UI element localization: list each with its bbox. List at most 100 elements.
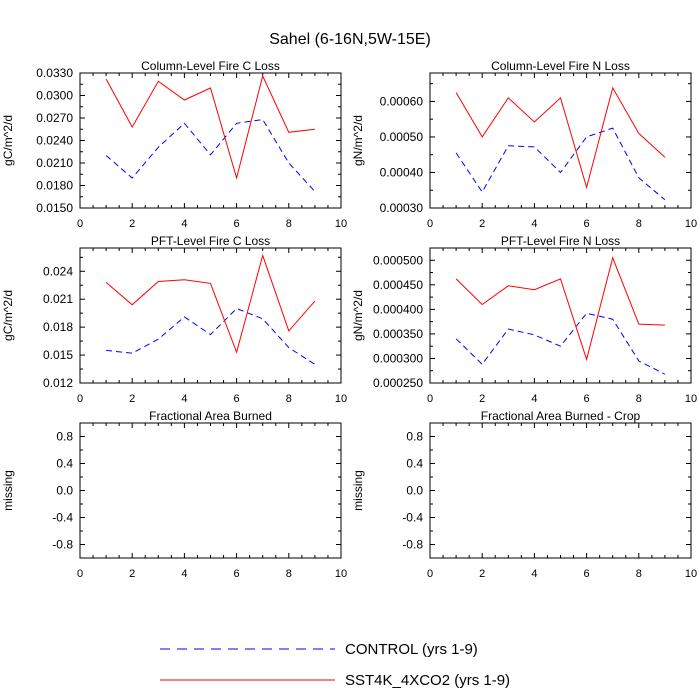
x-tick-label: 2 [129,393,135,405]
x-tick-label: 4 [181,218,187,230]
y-axis-label: missing [1,470,15,511]
y-axis-label: missing [351,470,365,511]
series-line-control [455,312,666,375]
plot-frame [79,422,342,559]
y-tick-label: -0.8 [52,538,73,552]
x-tick-label: 0 [427,393,433,405]
y-tick-label: 0.0270 [36,111,73,125]
x-tick-label: 8 [286,568,292,580]
x-tick-label: 8 [636,393,642,405]
panel-fractional-area-burned-crop: Fractional Area Burned - Crop missing 0 2 4 6… [351,409,697,580]
x-tick-label: 0 [77,393,83,405]
y-tick-label: 0.000250 [373,376,423,390]
panel-fractional-area-burned: Fractional Area Burned missing 0 2 4 6 8 10 -0.8… [1,409,347,580]
x-tick-label: 4 [531,393,537,405]
x-tick-label: 8 [286,393,292,405]
panel-column-fire-c-loss: Column-Level Fire C Loss gC/m^2/d 0 2 4 6 8 10 0… [1,59,347,230]
x-tick-label: 6 [584,393,590,405]
x-tick-label: 4 [531,218,537,230]
legend-control-label: CONTROL (yrs 1-9) [345,641,478,658]
y-tick-label: 0.012 [43,376,73,390]
x-tick-label: 6 [234,218,240,230]
x-tick-label: 4 [531,568,537,580]
y-tick-label: -0.4 [402,511,423,525]
y-tick-label: 0.0150 [36,201,73,215]
x-tick-label: 10 [335,568,347,580]
plot-frame [79,72,342,209]
x-tick-label: 10 [685,568,697,580]
y-tick-label: 0.4 [406,457,423,471]
y-tick-label: 0.0 [406,484,423,498]
y-tick-label: 0.4 [56,457,73,471]
panel-pft-fire-c-loss: PFT-Level Fire C Loss gC/m^2/d 0 2 4 6 8 10 0.01… [1,234,347,405]
x-tick-label: 6 [234,393,240,405]
y-tick-label: 0.0330 [36,66,73,80]
y-tick-label: 0.000500 [373,253,423,267]
y-tick-label: 0.0180 [36,179,73,193]
y-tick-label: 0.00040 [380,165,424,179]
x-tick-label: 6 [234,568,240,580]
y-tick-label: 0.00050 [380,130,424,144]
y-tick-label: -0.4 [52,511,73,525]
series-line-sst4k [105,74,315,180]
series-line-sst4k [105,253,316,354]
x-tick-label: 8 [636,218,642,230]
y-tick-label: 0.0240 [36,134,73,148]
series-line-control [105,118,316,192]
y-tick-label: 0.00030 [380,201,424,215]
x-tick-label: 0 [77,568,83,580]
panel-title: Fractional Area Burned - Crop [481,409,641,423]
x-tick-label: 0 [427,568,433,580]
y-tick-label: 0.8 [406,430,423,444]
y-tick-label: 0.0210 [36,156,73,170]
x-tick-label: 8 [636,568,642,580]
y-tick-label: 0.018 [43,320,73,334]
x-tick-label: 2 [129,218,135,230]
panel-title: PFT-Level Fire N Loss [501,234,620,248]
plot-frame [429,422,692,559]
series-line-sst4k [455,86,666,190]
x-tick-label: 4 [181,393,187,405]
x-tick-label: 0 [427,218,433,230]
x-tick-label: 0 [77,218,83,230]
x-tick-label: 2 [479,568,485,580]
plot-frame [429,72,692,209]
x-tick-label: 8 [286,218,292,230]
panel-grid: Column-Level Fire C Loss gC/m^2/d 0 2 4 6 8 10 0… [1,59,697,580]
series-line-sst4k [455,256,665,362]
y-axis-label: gC/m^2/d [1,290,15,341]
y-tick-label: 0.0 [56,484,73,498]
y-tick-label: 0.015 [43,348,73,362]
panel-column-fire-n-loss: Column-Level Fire N Loss gN/m^2/d 0 2 4 6 8 10 0… [351,59,697,230]
plot-frame [429,247,692,384]
y-tick-label: 0.8 [56,430,73,444]
x-tick-label: 10 [685,218,697,230]
series-line-control [455,127,666,201]
y-tick-label: 0.00060 [380,94,424,108]
x-tick-label: 2 [129,568,135,580]
x-tick-label: 10 [335,393,347,405]
x-tick-label: 6 [584,218,590,230]
panel-pft-fire-n-loss: PFT-Level Fire N Loss gN/m^2/d 0 2 4 6 8 10 0.00… [351,234,697,405]
y-tick-label: 0.000450 [373,278,423,292]
panel-title: PFT-Level Fire C Loss [151,234,270,248]
y-tick-label: 0.024 [43,264,73,278]
y-tick-label: 0.021 [43,292,73,306]
x-tick-label: 6 [584,568,590,580]
x-tick-label: 2 [479,393,485,405]
y-tick-label: -0.8 [402,538,423,552]
legend-sst4k-label: SST4K_4XCO2 (yrs 1-9) [345,672,510,689]
series-line-control [106,307,316,365]
panel-title: Fractional Area Burned [149,409,272,423]
y-tick-label: 0.000350 [373,327,423,341]
x-tick-label: 4 [181,568,187,580]
y-axis-label: gC/m^2/d [1,115,15,166]
x-tick-label: 2 [479,218,485,230]
x-tick-label: 10 [685,393,697,405]
y-tick-label: 0.0300 [36,89,73,103]
legend: CONTROL (yrs 1-9) SST4K_4XCO2 (yrs 1-9) [160,641,510,689]
x-tick-label: 10 [335,218,347,230]
panel-title: Column-Level Fire N Loss [491,59,630,73]
y-axis-label: gN/m^2/d [351,290,365,341]
